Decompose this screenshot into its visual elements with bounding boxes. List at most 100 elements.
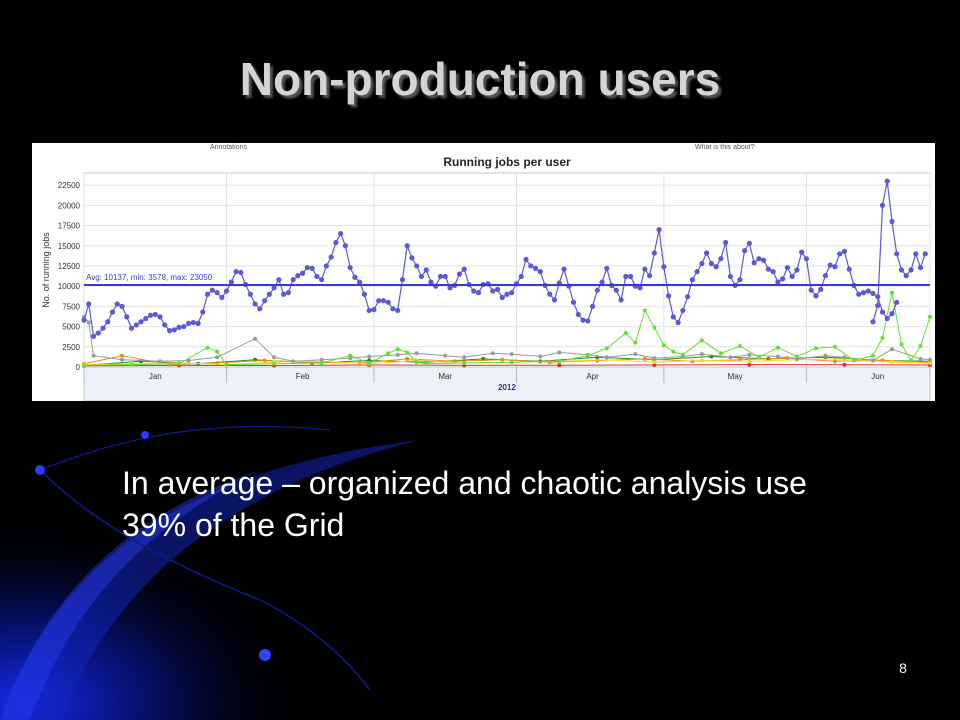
data-point: [523, 256, 529, 263]
data-point: [718, 256, 724, 262]
data-point: [82, 363, 86, 368]
data-point: [879, 309, 886, 315]
data-point: [903, 273, 909, 279]
data-point: [100, 325, 106, 331]
data-point: [889, 311, 895, 317]
data-point: [120, 353, 125, 358]
data-point: [547, 360, 552, 365]
data-point: [818, 286, 824, 292]
data-point: [342, 243, 349, 249]
data-point: [223, 288, 230, 294]
data-point: [124, 314, 130, 320]
x-tick-label: Feb: [296, 372, 310, 381]
data-point: [348, 353, 353, 358]
data-point: [214, 290, 220, 296]
data-point: [215, 355, 220, 360]
data-point: [504, 291, 510, 297]
data-point: [599, 279, 605, 285]
data-point: [627, 273, 634, 280]
data-point: [86, 301, 92, 307]
data-point: [443, 353, 448, 358]
x-tick-label: Jan: [149, 372, 162, 381]
data-point: [557, 359, 562, 364]
x-tick-label: Mar: [438, 372, 452, 381]
data-point: [177, 361, 182, 366]
data-point: [509, 360, 514, 365]
data-point: [490, 288, 496, 294]
average-label: Avg: 10137, min: 3578, max: 23050: [86, 273, 213, 282]
data-point: [119, 303, 125, 309]
data-point: [494, 286, 501, 292]
data-point: [424, 361, 429, 366]
x-tick-label: May: [728, 372, 743, 381]
data-point: [437, 273, 444, 280]
data-point: [708, 260, 714, 267]
data-point: [405, 350, 410, 355]
data-point: [822, 273, 829, 279]
data-point: [105, 319, 111, 325]
data-point: [875, 302, 881, 309]
data-point: [347, 264, 353, 271]
data-point: [756, 355, 761, 360]
data-point: [928, 314, 932, 319]
data-point: [338, 231, 344, 237]
page-number: 8: [899, 660, 907, 676]
x-axis-label: 2012: [498, 383, 516, 392]
data-point: [613, 287, 619, 293]
data-point: [309, 265, 315, 271]
data-point: [328, 254, 334, 260]
data-point: [91, 353, 96, 358]
data-point: [727, 273, 733, 280]
data-point: [794, 354, 799, 359]
data-point: [917, 264, 924, 271]
data-point: [652, 356, 657, 361]
data-point: [133, 322, 139, 328]
data-point: [775, 345, 780, 350]
data-point: [889, 290, 894, 295]
data-point: [262, 298, 268, 304]
data-point: [899, 342, 904, 347]
data-point: [832, 264, 838, 270]
x-tick-label: Apr: [586, 372, 599, 381]
y-tick-label: 2500: [62, 343, 80, 352]
data-point: [652, 362, 657, 367]
data-point: [405, 356, 410, 361]
data-point: [442, 273, 448, 280]
data-point: [884, 315, 890, 322]
chart-panel: 0 2500 5000 7500 10000 12500 15000 17500 20000 22…: [32, 143, 935, 401]
data-point: [475, 290, 482, 296]
data-point: [185, 320, 192, 326]
data-point: [414, 263, 420, 269]
what-is-this-link[interactable]: What is this about?: [695, 144, 755, 151]
data-point: [314, 273, 320, 280]
data-point: [728, 355, 733, 360]
data-point: [913, 251, 919, 257]
data-point: [841, 248, 848, 255]
y-tick-label: 12500: [58, 262, 81, 271]
data-point: [618, 297, 624, 303]
data-point: [889, 347, 894, 352]
data-point: [671, 349, 676, 354]
data-point: [832, 344, 837, 349]
data-point: [371, 307, 377, 313]
x-axis-band: [83, 366, 931, 401]
data-point: [737, 277, 743, 283]
data-point: [181, 323, 187, 330]
data-point: [224, 362, 229, 367]
data-point: [290, 277, 296, 283]
data-point: [870, 353, 875, 358]
data-point: [699, 352, 704, 357]
data-point: [742, 248, 748, 254]
data-point: [238, 269, 244, 276]
data-point: [285, 290, 291, 296]
data-point: [784, 264, 791, 271]
data-point: [215, 349, 220, 354]
data-point: [152, 311, 158, 318]
data-point: [851, 358, 856, 363]
data-point: [462, 360, 467, 365]
data-point: [266, 291, 272, 297]
data-point: [642, 308, 647, 313]
plot-area: [83, 172, 931, 368]
annotations-link[interactable]: Annotations: [210, 144, 247, 151]
data-point: [747, 352, 752, 357]
